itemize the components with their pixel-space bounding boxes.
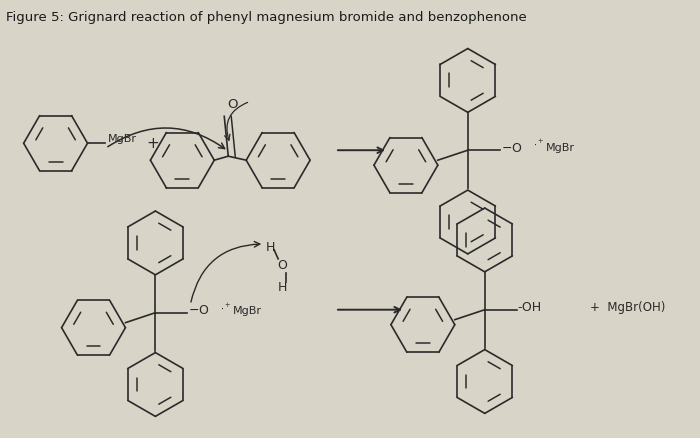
Text: +  MgBr(OH): + MgBr(OH) [589, 301, 665, 314]
Text: O: O [227, 99, 237, 111]
Text: $-$O: $-$O [500, 142, 522, 155]
Text: MgBr: MgBr [233, 306, 262, 316]
Text: MgBr: MgBr [108, 134, 136, 144]
Text: Figure 5: Grignard reaction of phenyl magnesium bromide and benzophenone: Figure 5: Grignard reaction of phenyl ma… [6, 11, 526, 24]
Text: +: + [146, 136, 159, 151]
Text: H: H [265, 241, 275, 254]
Text: $\cdot$$^+$: $\cdot$$^+$ [220, 303, 232, 313]
Text: MgBr: MgBr [545, 143, 575, 153]
Text: -OH: -OH [518, 301, 542, 314]
Text: O: O [277, 259, 287, 272]
Text: H: H [277, 281, 287, 294]
Text: $\cdot$$^+$: $\cdot$$^+$ [533, 139, 544, 149]
Text: $-$O: $-$O [188, 304, 210, 317]
